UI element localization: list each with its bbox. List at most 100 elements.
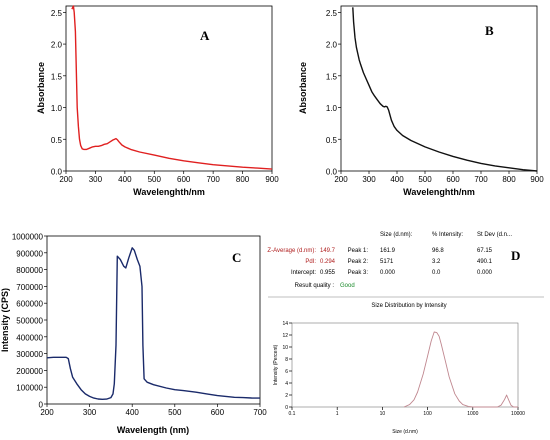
y-tick-label: 2.5 (51, 9, 63, 18)
x-tick-label: 600 (446, 175, 460, 184)
chart-c-frame (46, 235, 261, 405)
y-tick-label: 12 (282, 333, 288, 339)
x-tick-label: 1000 (467, 411, 478, 417)
x-tick-label: 300 (83, 408, 97, 417)
y-tick-label: 0 (39, 401, 44, 410)
dls-peak1-intensity: 96.8 (432, 248, 444, 254)
y-tick-label: 0.5 (51, 136, 63, 145)
dls-zavg-value: 149.7 (320, 248, 336, 254)
y-tick-label: 400000 (16, 333, 43, 342)
x-tick-label: 0.1 (289, 411, 296, 417)
y-tick-label: 200000 (16, 367, 43, 376)
chart-c-xlabel: Wavelength (nm) (117, 425, 189, 435)
chart-d-frame (291, 322, 519, 408)
series-line (46, 247, 261, 400)
x-tick-label: 500 (148, 175, 162, 184)
x-tick-label: 500 (418, 175, 432, 184)
y-tick-label: 1.0 (51, 104, 63, 113)
chart-b: B Wavelenghth/nm Absorbance 200 300 400 500… (298, 5, 544, 197)
x-tick-label: 500 (168, 408, 182, 417)
x-tick-label: 600 (211, 408, 225, 417)
chart-d-title: Size Distribution by Intensity (371, 303, 446, 309)
dls-peak3-label: Peak 3: (348, 270, 369, 276)
dls-pdi-label: PdI: (305, 259, 316, 265)
y-tick-label: 6 (285, 369, 288, 375)
y-tick-label: 1.5 (51, 72, 63, 81)
x-tick-label: 700 (474, 175, 488, 184)
x-tick-label: 800 (502, 175, 516, 184)
dls-peak3-intensity: 0.0 (432, 270, 441, 276)
dls-intercept-label: Intercept: (291, 270, 316, 276)
dls-pdi-value: 0.294 (320, 259, 336, 265)
dls-header-intensity: % Intensity: (432, 232, 463, 238)
x-tick-label: 300 (362, 175, 376, 184)
y-tick-label: 2 (285, 393, 288, 399)
dls-report: D Size (d.nm): % Intensity: St Dev (d.n.… (267, 232, 544, 435)
dls-quality-value: Good (340, 283, 355, 289)
dls-peak1-stdev: 67.15 (477, 248, 493, 254)
y-tick-label: 14 (282, 321, 288, 327)
x-tick-label: 900 (265, 175, 279, 184)
x-tick-label: 700 (206, 175, 220, 184)
y-tick-label: 10 (282, 345, 288, 351)
chart-c-panel-label: C (232, 250, 241, 265)
chart-a-panel-label: A (200, 28, 210, 43)
x-tick-label: 800 (236, 175, 250, 184)
chart-b-ylabel: Absorbance (298, 62, 308, 114)
dls-peak2-intensity: 3.2 (432, 259, 441, 265)
dls-peak2-label: Peak 2: (348, 259, 369, 265)
y-tick-label: 0.5 (326, 136, 338, 145)
dls-peak3-size: 0.000 (380, 270, 396, 276)
x-tick-label: 600 (177, 175, 191, 184)
y-tick-label: 8 (285, 357, 288, 363)
series-line (352, 7, 538, 172)
y-tick-label: 1000000 (12, 233, 44, 242)
x-tick-label: 200 (40, 408, 54, 417)
y-tick-label: 0.0 (51, 168, 63, 177)
chart-d-ylabel: Intensity (Percent) (273, 344, 279, 385)
chart-a-ylabel: Absorbance (36, 62, 46, 114)
chart-a-xlabel: Wavelenghth/nm (133, 187, 205, 197)
x-tick-label: 700 (253, 408, 267, 417)
series-line (403, 331, 518, 408)
chart-d-panel-label: D (511, 248, 520, 263)
dls-quality-label: Result quality : (295, 283, 335, 289)
y-tick-label: 100000 (16, 384, 43, 393)
y-tick-label: 0 (285, 405, 288, 411)
dls-peak1-label: Peak 1: (348, 248, 369, 254)
dls-intercept-value: 0.955 (320, 270, 336, 276)
dls-header-stdev: St Dev (d.n... (477, 232, 512, 238)
y-tick-label: 0.0 (326, 168, 338, 177)
dls-header-size: Size (d.nm): (380, 232, 413, 238)
dls-peak2-stdev: 490.1 (477, 259, 493, 265)
series-line (71, 5, 273, 170)
x-tick-label: 200 (59, 175, 73, 184)
y-tick-label: 800000 (16, 266, 43, 275)
dls-zavg-label: Z-Average (d.nm): (267, 248, 316, 254)
y-tick-label: 900000 (16, 249, 43, 258)
dls-peak2-size: 5171 (380, 259, 394, 265)
x-tick-label: 300 (89, 175, 103, 184)
dls-peak1-size: 161.9 (380, 248, 396, 254)
chart-d-xlabel: Size (d.nm) (392, 429, 418, 435)
x-tick-label: 900 (530, 175, 544, 184)
x-tick-label: 200 (334, 175, 348, 184)
x-tick-label: 10000 (511, 411, 525, 417)
y-tick-label: 600000 (16, 300, 43, 309)
x-tick-label: 10 (380, 411, 386, 417)
x-tick-label: 400 (390, 175, 404, 184)
chart-a-frame (65, 5, 273, 172)
chart-b-frame (340, 5, 538, 172)
chart-c: C Wavelength (nm) Intensity (CPS) 200 300… (0, 233, 267, 436)
y-tick-label: 2.0 (51, 41, 63, 50)
y-tick-label: 1.0 (326, 104, 338, 113)
x-tick-label: 400 (118, 175, 132, 184)
y-tick-label: 2.5 (326, 9, 338, 18)
y-tick-label: 700000 (16, 283, 43, 292)
y-tick-label: 1.5 (326, 72, 338, 81)
x-tick-label: 400 (126, 408, 140, 417)
chart-a: A Wavelenghth/nm Absorbance 200 300 400 500… (36, 5, 279, 197)
y-tick-label: 4 (285, 381, 288, 387)
chart-c-ylabel: Intensity (CPS) (0, 288, 10, 352)
dls-peak3-stdev: 0.000 (477, 270, 493, 276)
